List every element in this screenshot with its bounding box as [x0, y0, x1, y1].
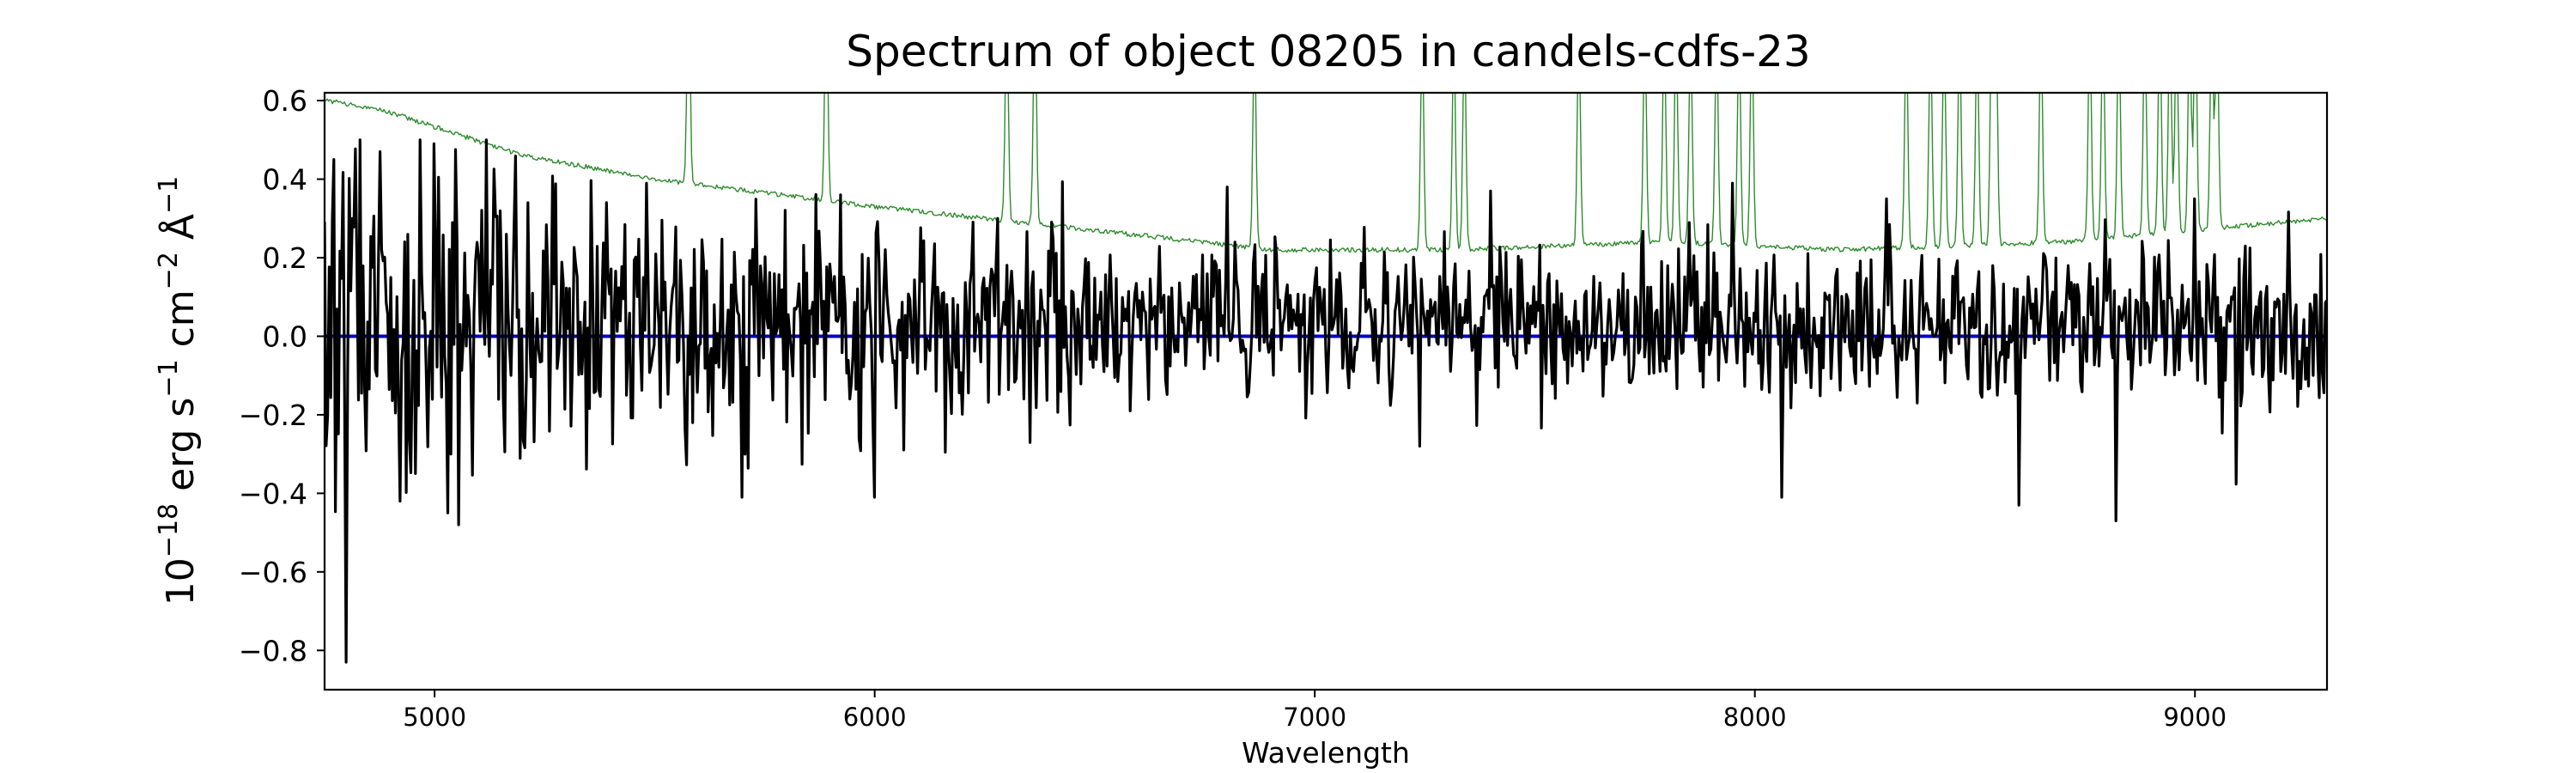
y-label-mid1: erg s — [159, 398, 203, 503]
y-label-exp4: −1 — [154, 176, 184, 214]
x-tick-label: 5000 — [403, 703, 466, 732]
plot-frame — [323, 91, 2329, 691]
x-axis-label: Wavelength — [1242, 736, 1410, 770]
x-tick-label: 9000 — [2163, 703, 2227, 732]
y-label-exp2: −1 — [154, 359, 184, 397]
y-tick-label: −0.6 — [239, 556, 307, 589]
y-tick-label: 0.4 — [263, 163, 307, 197]
error-spectrum-line — [325, 93, 2327, 253]
y-tick-label: 0.6 — [263, 84, 307, 118]
y-label-exp3: −2 — [154, 252, 184, 289]
y-tick-label: −0.2 — [239, 399, 307, 432]
plot-area — [325, 93, 2327, 664]
y-label-exp1: −18 — [154, 503, 184, 557]
y-tick-label: −0.8 — [239, 634, 307, 667]
y-tick-label: 0.2 — [263, 241, 307, 275]
y-tick-label: −0.4 — [239, 477, 307, 510]
x-axis: 5000 6000 7000 8000 9000 — [403, 690, 2227, 732]
y-label-mid3: Å — [157, 214, 203, 252]
y-label-mid2: cm — [159, 289, 203, 359]
flux-spectrum-line — [325, 138, 2327, 664]
x-tick-label: 8000 — [1723, 703, 1787, 732]
x-tick-label: 6000 — [843, 703, 907, 732]
y-label-base: 10 — [159, 557, 203, 606]
chart-title: Spectrum of object 08205 in candels-cdfs… — [846, 27, 1811, 76]
y-axis-label: 10−18 erg s−1 cm−2 Å−1 — [154, 176, 203, 606]
y-tick-label: 0.0 — [263, 320, 307, 353]
y-axis: 0.6 0.4 0.2 0.0 −0.2 −0.4 −0.6 −0.8 — [239, 84, 325, 667]
x-tick-label: 7000 — [1283, 703, 1346, 732]
